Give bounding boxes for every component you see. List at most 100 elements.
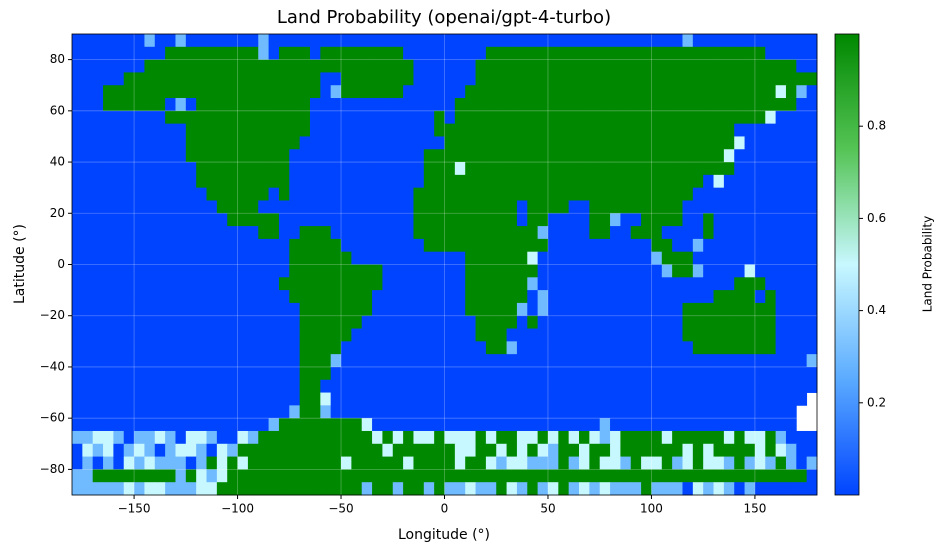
cell (185, 456, 197, 470)
cell (247, 226, 259, 240)
cell (216, 405, 228, 419)
cell (785, 443, 797, 457)
cell (185, 72, 197, 86)
cell (154, 341, 166, 355)
cell (330, 366, 342, 381)
cell (754, 187, 766, 201)
cell (682, 302, 694, 317)
cell (123, 418, 135, 432)
cell (392, 149, 404, 163)
cell (506, 469, 518, 483)
cell (496, 162, 507, 176)
cell (558, 187, 570, 201)
cell (475, 430, 487, 445)
cell (475, 213, 487, 227)
cell (299, 187, 311, 201)
cell (568, 226, 580, 240)
cell (610, 149, 621, 163)
cell (527, 315, 539, 329)
cell (599, 226, 611, 240)
cell (185, 264, 197, 278)
cell (237, 46, 249, 61)
cell (185, 110, 197, 125)
cell (144, 405, 156, 419)
cell (568, 46, 580, 61)
cell (382, 200, 394, 214)
cell (185, 379, 197, 393)
cell (610, 469, 621, 483)
cell (258, 392, 269, 406)
cell (537, 174, 549, 189)
cell (765, 34, 777, 48)
cell (382, 315, 394, 329)
cell (599, 162, 611, 176)
cell (392, 315, 404, 329)
cell (299, 379, 311, 393)
cell (196, 123, 207, 137)
cell (672, 264, 683, 278)
cell (692, 430, 704, 445)
cell (289, 174, 301, 189)
cell (785, 354, 797, 368)
cell (547, 187, 559, 201)
cell (506, 251, 518, 265)
cell (734, 251, 745, 265)
cell (134, 98, 145, 112)
cell (651, 136, 663, 150)
cell (413, 34, 425, 48)
cell (579, 46, 590, 61)
cell (309, 226, 321, 240)
cell (289, 123, 301, 137)
cell (144, 136, 156, 150)
cell (434, 302, 445, 317)
cell (558, 392, 570, 406)
cell (320, 290, 332, 304)
cell (475, 482, 487, 496)
cell (413, 277, 425, 291)
cell (547, 98, 559, 112)
cell (465, 366, 476, 381)
cell (134, 149, 145, 163)
cell (247, 430, 259, 445)
cell (506, 315, 518, 329)
cell (72, 200, 83, 214)
cell (703, 149, 714, 163)
cell (682, 46, 694, 61)
cell (289, 213, 301, 227)
cell (516, 469, 528, 483)
cell (434, 85, 445, 99)
cell (247, 277, 259, 291)
cell (765, 46, 777, 61)
cell (434, 200, 445, 214)
cell (641, 430, 652, 445)
cell (227, 366, 238, 381)
cell (154, 264, 166, 278)
cell (672, 162, 683, 176)
cell (754, 59, 766, 73)
cell (299, 162, 311, 176)
cell (723, 136, 735, 150)
cell (485, 469, 497, 483)
cell (196, 226, 207, 240)
cell (72, 264, 83, 278)
cell (775, 136, 787, 150)
cell (268, 443, 280, 457)
cell (278, 251, 290, 265)
cell (641, 443, 652, 457)
cell (154, 110, 166, 125)
cell (341, 482, 352, 496)
cell (454, 46, 466, 61)
cell (175, 315, 187, 329)
cell (682, 469, 694, 483)
cell (413, 366, 425, 381)
cell (765, 149, 777, 163)
cell (682, 162, 694, 176)
cell (775, 430, 787, 445)
cell (620, 366, 632, 381)
cell (775, 162, 787, 176)
cell (599, 123, 611, 137)
cell (92, 328, 104, 342)
cell (351, 34, 363, 48)
cell (630, 59, 642, 73)
cell (372, 482, 383, 496)
